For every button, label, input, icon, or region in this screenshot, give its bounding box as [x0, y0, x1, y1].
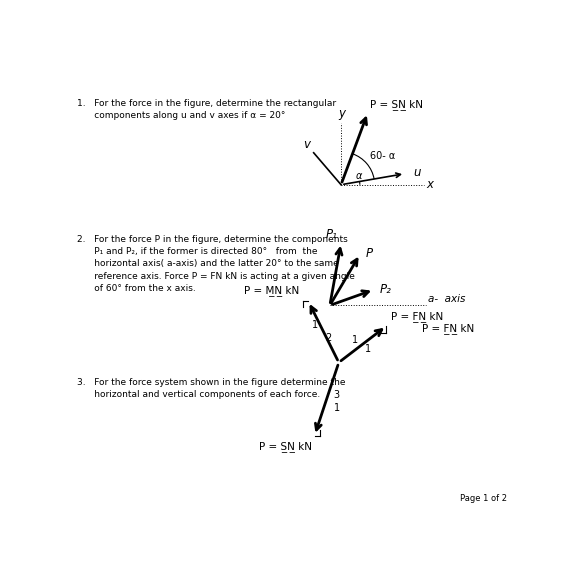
Text: 1: 1: [351, 335, 358, 345]
Text: 2.   For the force P in the figure, determine the components
      P₁ and P₂, if: 2. For the force P in the figure, determ…: [77, 235, 355, 293]
Text: x: x: [426, 178, 433, 191]
Text: Page 1 of 2: Page 1 of 2: [460, 494, 507, 503]
Text: 1.   For the force in the figure, determine the rectangular
      components alo: 1. For the force in the figure, determin…: [77, 99, 336, 120]
Text: P₁: P₁: [325, 227, 338, 241]
Text: 3: 3: [334, 390, 340, 400]
Text: P = S̲N̲ kN: P = S̲N̲ kN: [260, 441, 312, 451]
Text: P₂: P₂: [379, 283, 391, 296]
Text: u: u: [413, 166, 420, 179]
Text: 1: 1: [334, 403, 340, 413]
Text: 1: 1: [365, 344, 371, 353]
Text: P: P: [365, 247, 373, 260]
Text: α: α: [355, 171, 362, 181]
Text: P = F̲N̲ kN: P = F̲N̲ kN: [422, 323, 474, 334]
Text: 1: 1: [312, 320, 318, 330]
Text: P = F̲N̲ kN: P = F̲N̲ kN: [391, 311, 443, 321]
Text: 60- α: 60- α: [369, 151, 395, 161]
Text: v: v: [303, 137, 310, 150]
Text: 2: 2: [325, 333, 331, 344]
Text: y: y: [338, 107, 346, 120]
Text: a-  axis: a- axis: [428, 294, 466, 304]
Text: P = M̲N̲ kN: P = M̲N̲ kN: [244, 285, 299, 296]
Text: 3.   For the force system shown in the figure determine the
      horizontal and: 3. For the force system shown in the fig…: [77, 378, 345, 399]
Text: P = S̲N̲ kN: P = S̲N̲ kN: [370, 99, 423, 111]
